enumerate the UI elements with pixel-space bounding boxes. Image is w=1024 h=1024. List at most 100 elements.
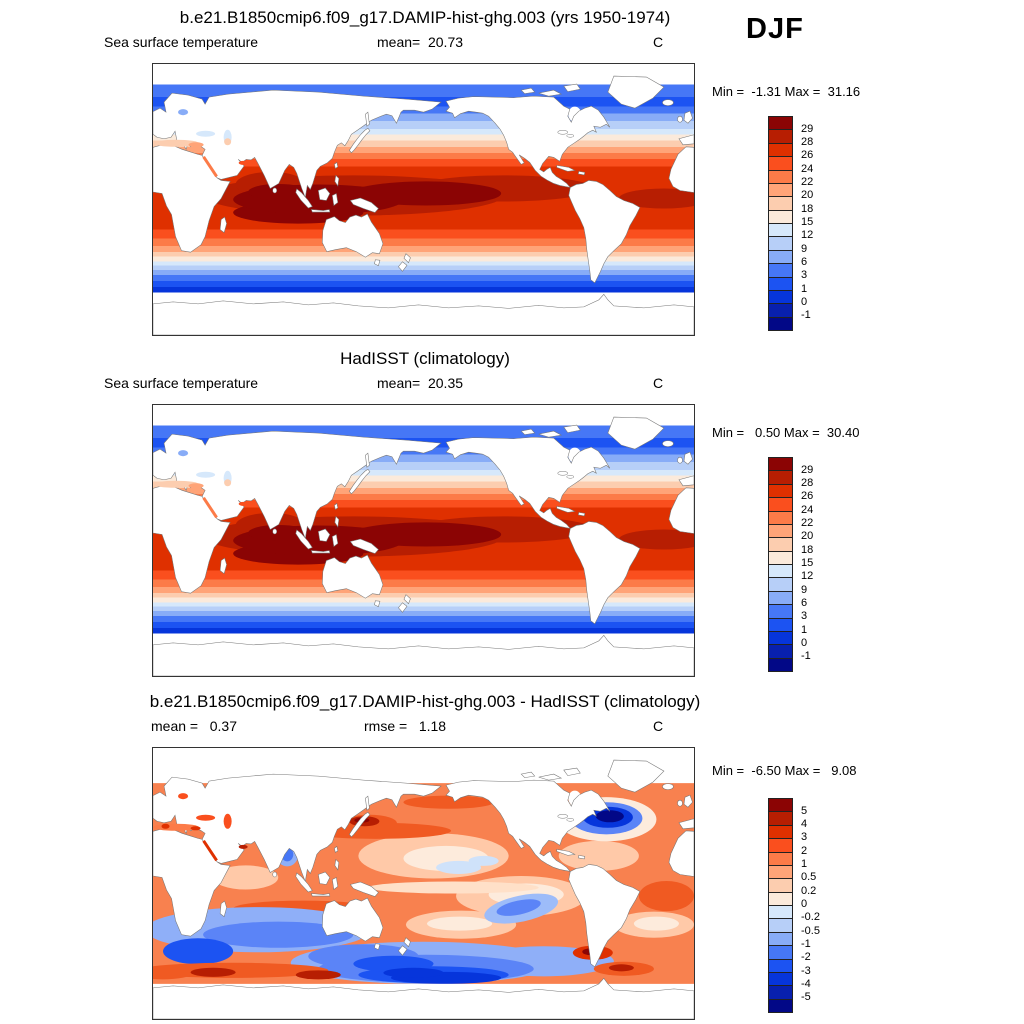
colorbar-segment xyxy=(769,157,792,171)
field-label: Sea surface temperature xyxy=(104,34,259,50)
colorbar-tick-label: 12 xyxy=(801,570,814,583)
colorbar-tick-label: 22 xyxy=(801,517,814,530)
world-map-model-sst xyxy=(152,63,695,336)
colorbar-tick-label: 24 xyxy=(801,503,814,516)
colorbar-tick-label: 15 xyxy=(801,557,814,569)
colorbar-tick-label: 3 xyxy=(801,610,808,623)
colorbar: 29 28 26 24 22 20 18 15 12 9 6 3 1 0 -1 xyxy=(768,457,878,672)
colorbar-segment xyxy=(769,605,792,619)
colorbar-tick-label: 18 xyxy=(801,202,814,215)
colorbar-tick-label: -1 xyxy=(801,650,811,663)
colorbar-swatches xyxy=(768,116,793,331)
colorbar-segment xyxy=(769,986,792,1000)
colorbar-tick-label: 29 xyxy=(801,122,814,135)
colorbar-segment xyxy=(769,946,792,960)
colorbar-segment xyxy=(769,471,792,485)
colorbar-segment xyxy=(769,484,792,499)
colorbar-segment xyxy=(769,999,792,1012)
colorbar-tick-label: 1 xyxy=(801,282,808,295)
mean-stat: mean = 0.37 xyxy=(151,718,238,734)
colorbar-tick-label: 22 xyxy=(801,176,814,189)
colorbar-segment xyxy=(769,143,792,158)
colorbar-segment xyxy=(769,317,792,330)
colorbar-tick-label: -0.2 xyxy=(801,911,820,924)
colorbar-tick-label: 26 xyxy=(801,149,814,162)
colorbar-tick-label: 0 xyxy=(801,295,808,308)
colorbar-segment xyxy=(769,578,792,592)
colorbar-segment xyxy=(769,524,792,539)
colorbar: 29 28 26 24 22 20 18 15 12 9 6 3 1 0 -1 xyxy=(768,116,878,331)
colorbar-tick-label: 9 xyxy=(801,583,808,596)
colorbar-segment xyxy=(769,972,792,987)
colorbar-segment xyxy=(769,852,792,866)
colorbar-tick-label: 15 xyxy=(801,216,814,228)
colorbar-segment xyxy=(769,658,792,671)
colorbar-segment xyxy=(769,919,792,933)
season-label: DJF xyxy=(746,13,804,45)
colorbar-segment xyxy=(769,250,792,265)
colorbar-segment xyxy=(769,117,792,131)
colorbar-tick-label: 1 xyxy=(801,858,808,871)
colorbar-segment xyxy=(769,130,792,144)
minmax-label: Min = 0.50 Max = 30.40 xyxy=(712,425,860,440)
panel-title: b.e21.B1850cmip6.f09_g17.DAMIP-hist-ghg.… xyxy=(149,692,701,711)
colorbar-segment xyxy=(769,932,792,947)
colorbar-segment xyxy=(769,290,792,305)
colorbar-tick-label: 0 xyxy=(801,636,808,649)
colorbar-segment xyxy=(769,304,792,318)
colorbar-segment xyxy=(769,511,792,525)
colorbar-tick-label: 20 xyxy=(801,189,814,202)
colorbar-segment xyxy=(769,458,792,472)
colorbar-tick-label: -3 xyxy=(801,964,811,977)
colorbar-segment xyxy=(769,264,792,278)
colorbar-tick-label: 12 xyxy=(801,229,814,242)
mean-stat: mean= 20.73 xyxy=(377,34,464,50)
colorbar-segment xyxy=(769,277,792,291)
colorbar-tick-label: 3 xyxy=(801,269,808,282)
colorbar-tick-label: 28 xyxy=(801,477,814,490)
colorbar-segment xyxy=(769,551,792,565)
units-label: C xyxy=(653,718,664,734)
colorbar-segment xyxy=(769,183,792,198)
colorbar-tick-label: -1 xyxy=(801,309,811,322)
colorbar-swatches xyxy=(768,798,793,1013)
colorbar-tick-label: 0.5 xyxy=(801,871,817,884)
colorbar-tick-label: -5 xyxy=(801,991,811,1004)
minmax-label: Min = -6.50 Max = 9.08 xyxy=(712,763,857,778)
panel-difference: b.e21.B1850cmip6.f09_g17.DAMIP-hist-ghg.… xyxy=(0,684,1024,1024)
colorbar-segment xyxy=(769,591,792,606)
panel-model: b.e21.B1850cmip6.f09_g17.DAMIP-hist-ghg.… xyxy=(0,0,1024,340)
colorbar-segment xyxy=(769,645,792,659)
colorbar-tick-label: 0 xyxy=(801,898,808,910)
colorbar-segment xyxy=(769,839,792,853)
colorbar-segment xyxy=(769,631,792,646)
colorbar-segment xyxy=(769,538,792,552)
colorbar-tick-label: 0.2 xyxy=(801,884,817,897)
units-label: C xyxy=(653,34,664,50)
colorbar-tick-label: 28 xyxy=(801,136,814,149)
colorbar-segment xyxy=(769,906,792,920)
colorbar-tick-label: -1 xyxy=(801,937,811,950)
panel-title: HadISST (climatology) xyxy=(340,349,510,368)
colorbar-segment xyxy=(769,618,792,632)
field-label: Sea surface temperature xyxy=(104,375,259,391)
colorbar-segment xyxy=(769,799,792,813)
colorbar-tick-label: 1 xyxy=(801,623,808,636)
colorbar: 5 4 3 2 1 0.5 0.2 0 -0.2 -0.5 -1 -2 -3 -4 -5 xyxy=(768,798,878,1013)
colorbar-tick-label: -0.5 xyxy=(801,924,820,937)
colorbar-segment xyxy=(769,170,792,184)
units-label: C xyxy=(653,375,664,391)
colorbar-tick-label: 6 xyxy=(801,596,808,609)
colorbar-tick-label: 20 xyxy=(801,530,814,543)
colorbar-segment xyxy=(769,892,792,906)
colorbar-tick-label: 9 xyxy=(801,242,808,255)
colorbar-segment xyxy=(769,237,792,251)
colorbar-swatches xyxy=(768,457,793,672)
colorbar-tick-label: 2 xyxy=(801,844,808,857)
colorbar-tick-label: 6 xyxy=(801,255,808,268)
colorbar-tick-label: 26 xyxy=(801,490,814,503)
panel-title: b.e21.B1850cmip6.f09_g17.DAMIP-hist-ghg.… xyxy=(179,8,671,27)
colorbar-segment xyxy=(769,565,792,579)
mean-stat: mean= 20.35 xyxy=(377,375,464,391)
